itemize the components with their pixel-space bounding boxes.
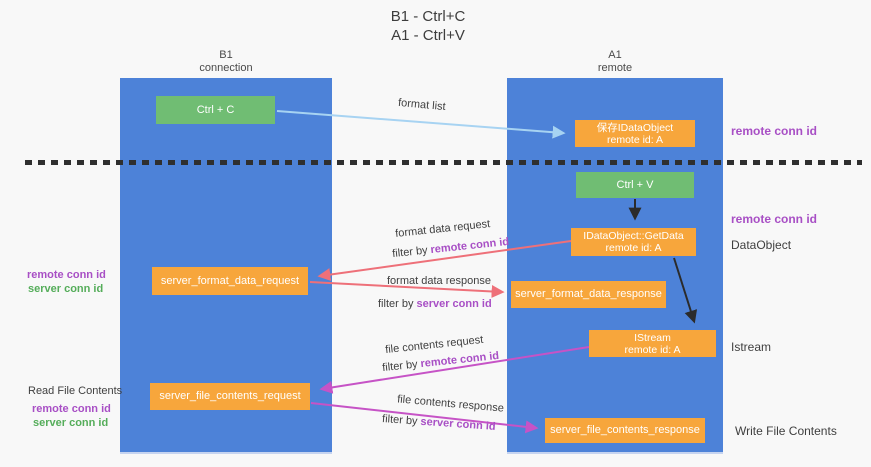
server-file-contents-response-node: server_file_contents_response (545, 418, 705, 443)
istream-side-label: Istream (731, 340, 772, 354)
server-file-contents-request-label: server_file_contents_request (159, 390, 301, 402)
left-server-conn-id-label-2: server conn id (33, 417, 109, 429)
filter-by-text: filter by (378, 298, 414, 310)
server-file-contents-response-label: server_file_contents_response (550, 424, 700, 436)
ctrl-c-label: Ctrl + C (196, 103, 235, 116)
getdata-line1: IDataObject::GetData (583, 230, 684, 242)
remote-conn-id-label-top: remote conn id (731, 124, 818, 138)
ctrl-v-node: Ctrl + V (576, 172, 694, 198)
file-contents-request-arrow (319, 346, 590, 394)
dataobject-label: DataObject (731, 238, 792, 252)
read-file-contents-label: Read File Contents (28, 385, 123, 397)
format-data-response-arrow (309, 281, 505, 298)
getdata-node: IDataObject::GetData remote id: A (571, 228, 696, 256)
istream-node: IStream remote id: A (589, 330, 716, 357)
format-data-response-label: format data response (387, 275, 491, 287)
left-remote-conn-id-label-1: remote conn id (27, 269, 106, 281)
right-column-header: A1 remote (507, 49, 723, 75)
istream-line2: remote id: A (624, 343, 681, 356)
format-data-request-arrow (317, 240, 572, 282)
save-dataobject-line2: remote id: A (606, 133, 664, 146)
save-dataobject-line1: 保存IDataObject (596, 121, 674, 134)
remote-conn-id-label-mid: remote conn id (731, 212, 818, 226)
filter-by-text: filter by (381, 413, 418, 428)
server-file-contents-request-node: server_file_contents_request (150, 383, 310, 410)
server-conn-id-text: server conn id (416, 298, 492, 310)
left-server-conn-id-label-1: server conn id (28, 283, 104, 295)
server-format-data-request-label: server_format_data_request (160, 274, 300, 287)
server-format-data-request-node: server_format_data_request (152, 267, 308, 295)
write-file-contents-label: Write File Contents (735, 424, 837, 438)
istream-line1: IStream (634, 331, 671, 344)
dashed-divider (25, 160, 862, 165)
right-column-name: A1 (608, 49, 622, 61)
server-format-data-response-node: server_format_data_response (511, 281, 666, 308)
left-remote-conn-id-label-2: remote conn id (32, 403, 111, 415)
save-dataobject-node: 保存IDataObject remote id: A (575, 120, 695, 147)
getdata-to-istream-arrow (673, 257, 698, 324)
file-contents-response-arrow (310, 402, 539, 434)
title-line-2: A1 - Ctrl+V (391, 27, 465, 44)
format-list-arrow (276, 110, 566, 139)
left-column-subtitle: connection (199, 62, 253, 74)
ctrl-v-label: Ctrl + V (616, 178, 654, 191)
server-format-data-response-label: server_format_data_response (515, 288, 662, 300)
right-column-subtitle: remote (597, 62, 633, 74)
getdata-line2: remote id: A (605, 242, 662, 254)
left-column-name: B1 (219, 49, 233, 61)
title-line-1: B1 - Ctrl+C (390, 8, 466, 25)
filter-by-server-conn-id-label-1: filter by server conn id (378, 298, 492, 310)
ctrl-c-node: Ctrl + C (156, 96, 275, 124)
left-column-header: B1 connection (120, 49, 332, 75)
diagram-title: B1 - Ctrl+C A1 - Ctrl+V (0, 7, 856, 45)
